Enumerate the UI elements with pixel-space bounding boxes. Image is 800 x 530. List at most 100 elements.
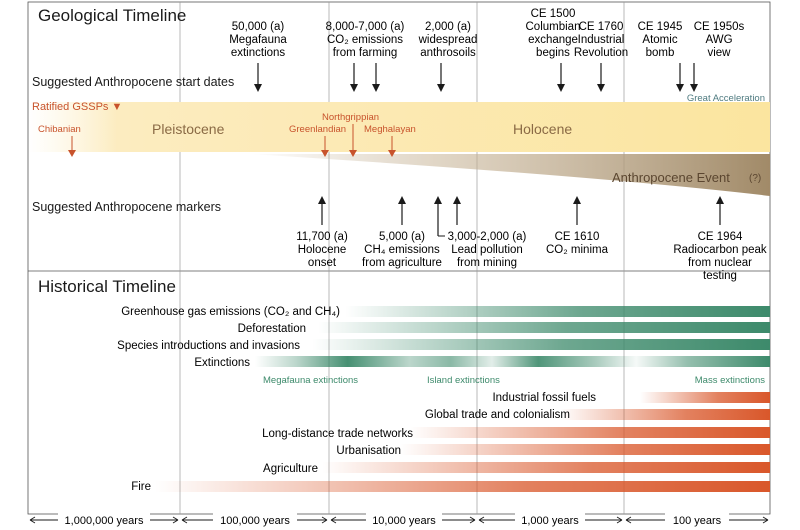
marker-line: CH₄ emissions xyxy=(364,244,440,256)
scale-segment-3-ends xyxy=(330,516,476,524)
ratified-gssps-label: Ratified GSSPs ▼ xyxy=(32,101,122,113)
start-date-line: bomb xyxy=(646,47,675,59)
env-bar-ghg-label: Greenhouse gas emissions (CO₂ and CH₄) xyxy=(121,306,340,318)
start-date-line: CE 1945 xyxy=(638,21,683,33)
start-date-line: 50,000 (a) xyxy=(232,21,285,33)
human-bar-fire-label: Fire xyxy=(131,481,151,493)
scale-label-bg xyxy=(515,513,585,527)
start-date-line: widespread xyxy=(418,34,478,46)
marker-line: from agriculture xyxy=(362,257,442,269)
start-date-line: 2,000 (a) xyxy=(425,21,471,33)
start-date-atomic: CE 1945 Atomic bomb xyxy=(638,21,684,92)
human-bar-fossil-fuels xyxy=(640,392,770,403)
scale-label-bg xyxy=(665,513,729,527)
start-date-line: exchange xyxy=(528,34,578,46)
marker-line: CE 1964 xyxy=(698,231,743,243)
start-date-awg: CE 1950s AWG view xyxy=(690,21,745,92)
marker-line: onset xyxy=(308,257,337,269)
marker-co2-minima: CE 1610 CO₂ minima xyxy=(546,196,609,256)
epoch-holocene: Holocene xyxy=(513,121,572,137)
start-date-line: Atomic xyxy=(642,34,677,46)
start-date-line: Columbian xyxy=(526,21,581,33)
scale-label-bg xyxy=(58,513,150,527)
scale-label-1: 1,000,000 years xyxy=(65,515,144,527)
env-bar-extinctions-label: Extinctions xyxy=(194,357,250,369)
phase-megafauna: Megafauna extinctions xyxy=(263,375,358,386)
start-date-farming: 8,000-7,000 (a) CO₂ emissions from farmi… xyxy=(326,21,405,92)
scale-label-3: 10,000 years xyxy=(372,515,436,527)
epoch-pleistocene: Pleistocene xyxy=(152,121,225,137)
phase-island: Island extinctions xyxy=(427,375,500,386)
geological-timeline-title: Geological Timeline xyxy=(38,6,186,25)
marker-line: Radiocarbon peak xyxy=(673,244,767,256)
gssp-meghalayan: Meghalayan xyxy=(364,124,416,135)
start-date-line: CE 1950s xyxy=(694,21,745,33)
start-date-megafauna: 50,000 (a) Megafauna extinctions xyxy=(229,21,287,92)
start-date-line: anthrosoils xyxy=(420,47,476,59)
marker-line: CE 1610 xyxy=(555,231,600,243)
marker-holocene-onset: 11,700 (a) Holocene onset xyxy=(296,196,348,269)
scale-segment-1-ends xyxy=(29,516,179,524)
env-bar-invasions xyxy=(312,339,770,350)
gssp-northgrippian: Northgrippian xyxy=(322,112,379,123)
anthropocene-event-band xyxy=(250,154,770,196)
env-bar-deforestation xyxy=(318,322,770,333)
start-date-line: Revolution xyxy=(574,47,628,59)
human-bar-global-trade xyxy=(560,409,770,420)
historical-timeline-title: Historical Timeline xyxy=(38,277,176,296)
marker-lead: 3,000-2,000 (a) Lead pollution from mini… xyxy=(434,196,527,269)
human-bar-trade-networks-label: Long-distance trade networks xyxy=(262,428,413,440)
gssp-chibanian: Chibanian xyxy=(38,124,81,135)
scale-label-4: 1,000 years xyxy=(521,515,579,527)
phase-mass: Mass extinctions xyxy=(695,375,765,386)
gssp-greenlandian: Greenlandian xyxy=(289,124,346,135)
marker-line: CO₂ minima xyxy=(546,244,609,256)
marker-line: testing xyxy=(703,270,737,282)
start-date-line: Megafauna xyxy=(229,34,287,46)
anthropocene-event-label: Anthropocene Event xyxy=(612,170,730,185)
start-date-industrial: CE 1760 Industrial Revolution xyxy=(574,21,628,92)
human-bar-trade-networks xyxy=(410,427,770,438)
scale-segment-4-ends xyxy=(478,516,623,524)
marker-line: from nuclear xyxy=(688,257,752,269)
scale-label-2: 100,000 years xyxy=(220,515,290,527)
great-acceleration-label: Great Acceleration xyxy=(687,93,765,104)
scale-label-5: 100 years xyxy=(673,515,722,527)
marker-line: 5,000 (a) xyxy=(379,231,425,243)
marker-line: from mining xyxy=(457,257,517,269)
gssp-greenlandian-arrowhead xyxy=(321,150,329,157)
markers-row-label: Suggested Anthropocene markers xyxy=(32,200,221,214)
start-date-line: Industrial xyxy=(578,34,625,46)
start-date-columbian: CE 1500 Columbian exchange begins xyxy=(526,8,581,92)
marker-line: Holocene xyxy=(298,244,347,256)
start-date-line: CO₂ emissions xyxy=(327,34,403,46)
marker-line: Lead pollution xyxy=(451,244,523,256)
start-date-line: from farming xyxy=(333,47,398,59)
epoch-band xyxy=(28,102,770,152)
human-bar-urbanisation-label: Urbanisation xyxy=(336,445,401,457)
marker-line: 3,000-2,000 (a) xyxy=(448,231,527,243)
human-bar-fossil-fuels-label: Industrial fossil fuels xyxy=(492,392,596,404)
marker-line: 11,700 (a) xyxy=(296,231,348,243)
env-bar-extinctions xyxy=(255,356,770,367)
start-dates-row-label: Suggested Anthropocene start dates xyxy=(32,75,234,89)
start-date-line: CE 1500 xyxy=(531,8,576,20)
scale-label-bg xyxy=(213,513,297,527)
human-bar-urbanisation xyxy=(400,444,770,455)
env-bar-invasions-label: Species introductions and invasions xyxy=(117,340,300,352)
marker-ch4: 5,000 (a) CH₄ emissions from agriculture xyxy=(362,196,442,269)
human-bar-global-trade-label: Global trade and colonialism xyxy=(425,409,570,421)
marker-radiocarbon: CE 1964 Radiocarbon peak from nuclear te… xyxy=(673,196,767,282)
scale-label-bg xyxy=(366,513,442,527)
human-bar-agriculture-label: Agriculture xyxy=(263,463,318,475)
env-bar-ghg xyxy=(345,306,770,317)
start-date-line: view xyxy=(707,47,731,59)
start-date-line: 8,000-7,000 (a) xyxy=(326,21,405,33)
scale-segment-5-ends xyxy=(625,516,769,524)
start-date-line: AWG xyxy=(705,34,732,46)
human-bar-fire xyxy=(155,481,770,492)
gssp-meghalayan-arrowhead xyxy=(388,150,396,157)
scale-segment-2-ends xyxy=(181,516,328,524)
env-bar-deforestation-label: Deforestation xyxy=(238,323,306,335)
